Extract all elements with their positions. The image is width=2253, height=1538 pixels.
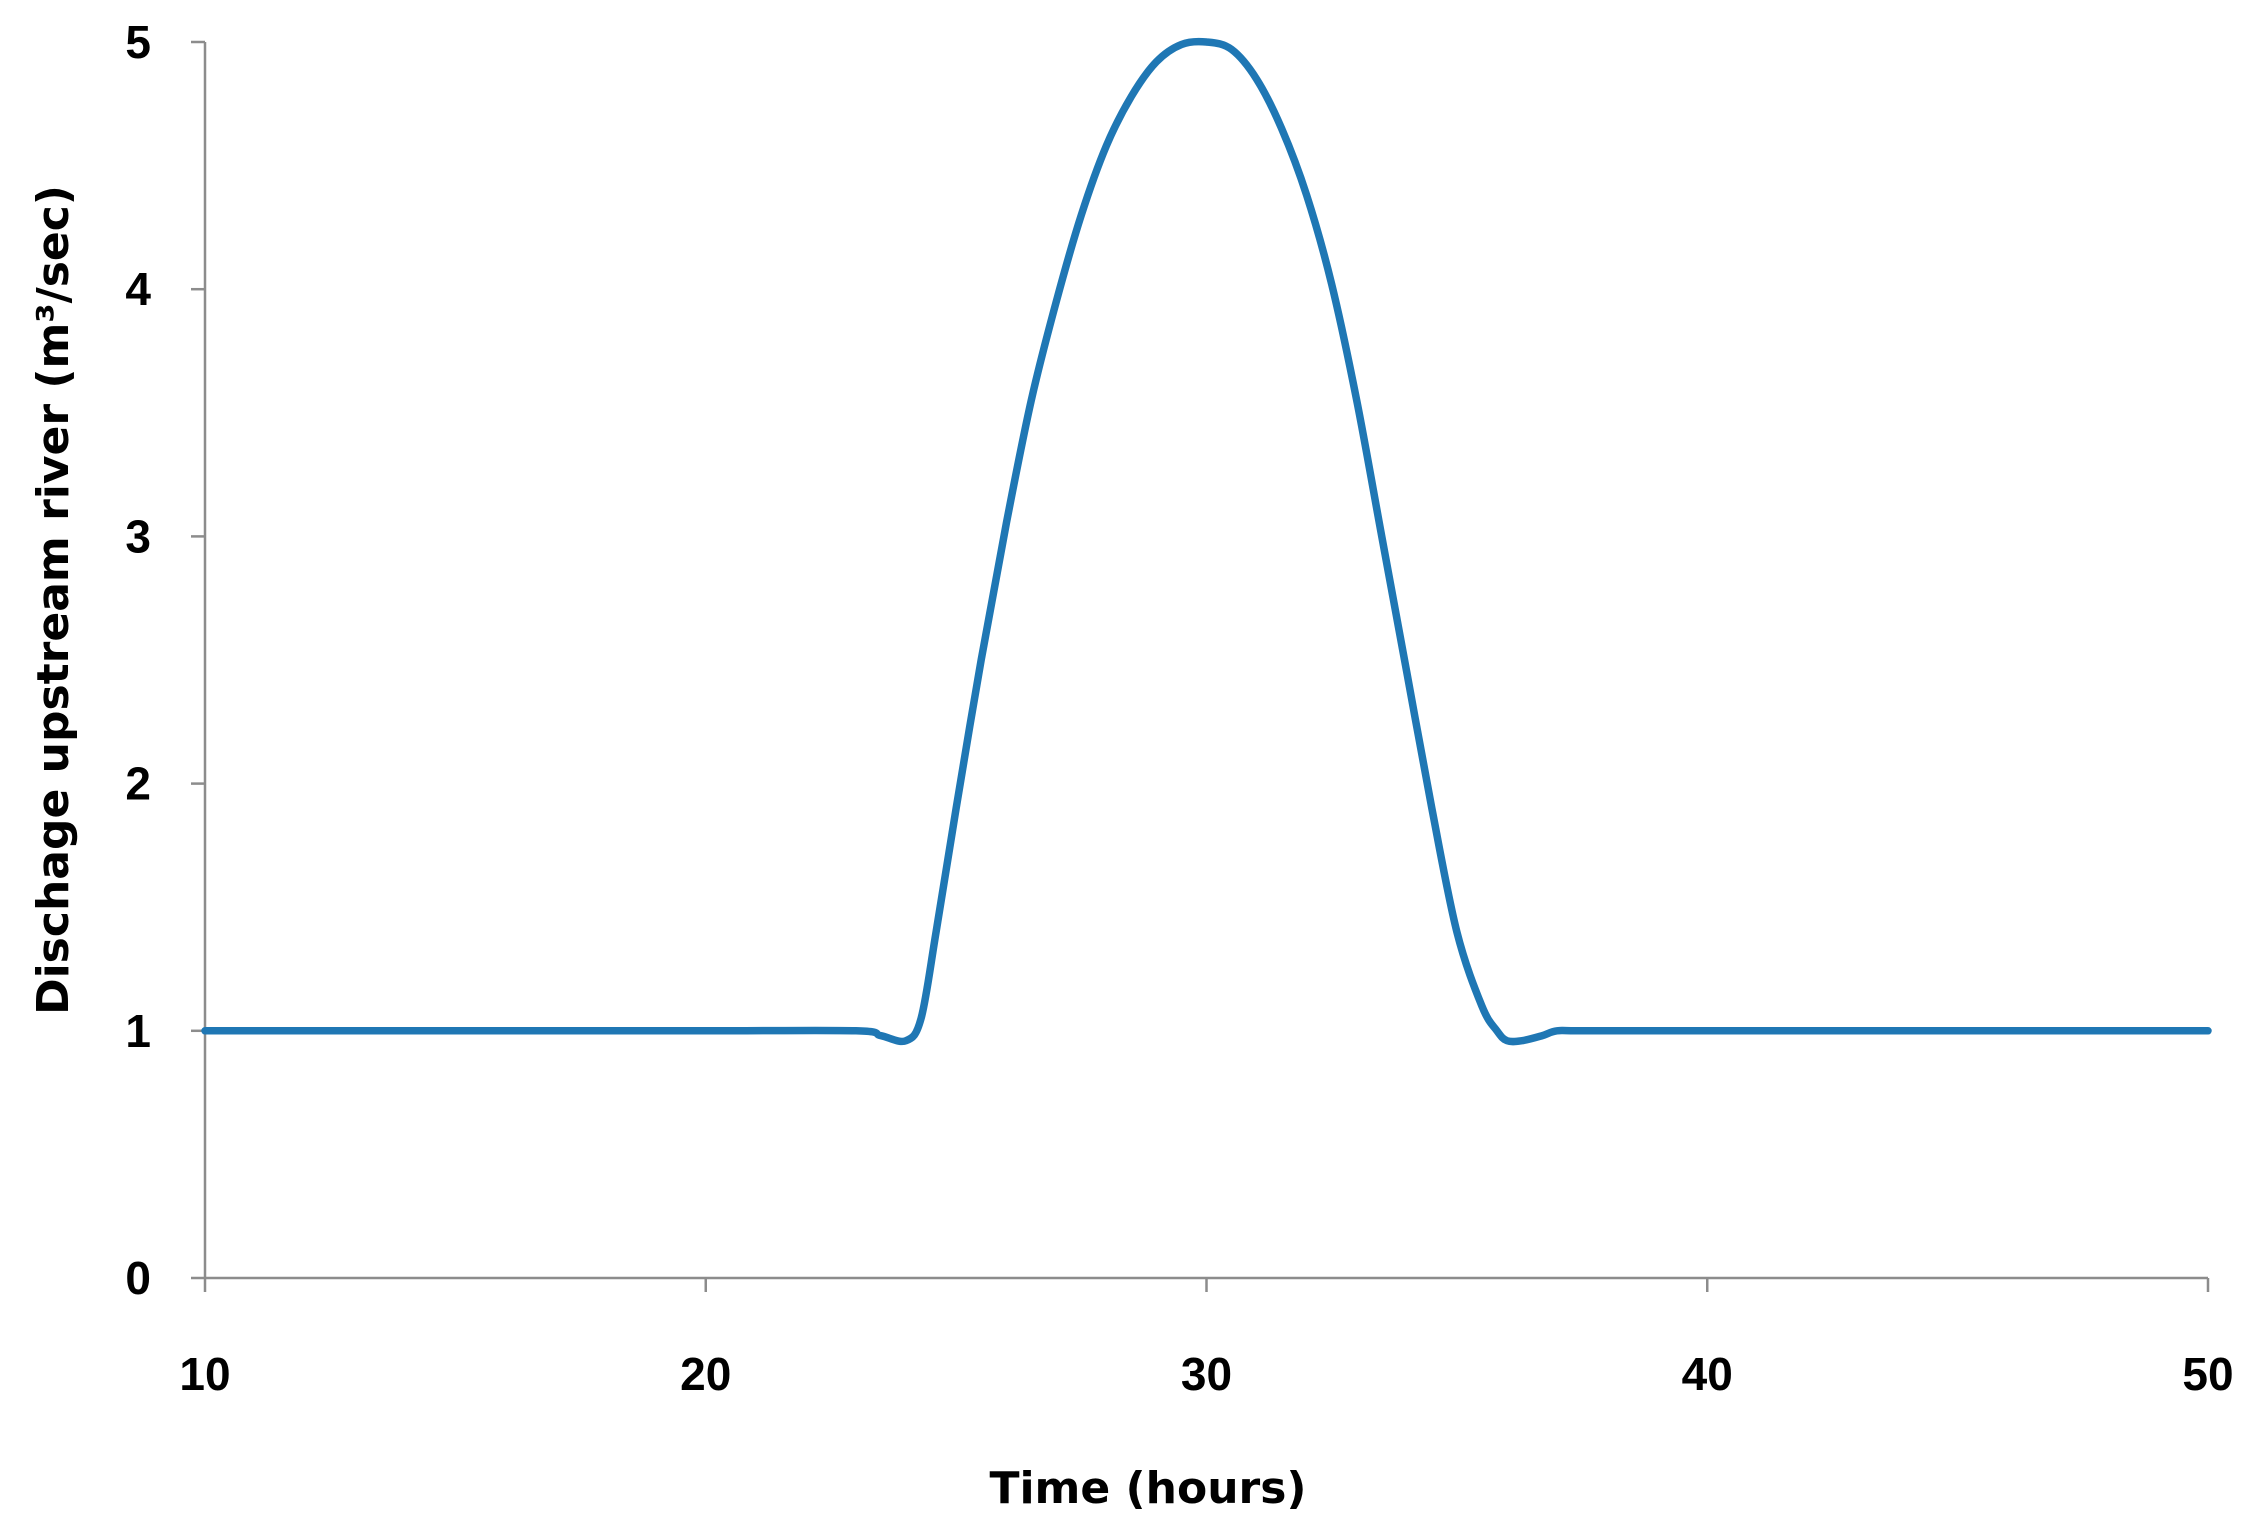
x-tick-label: 10 [179, 1348, 230, 1400]
y-tick-label: 2 [125, 758, 151, 810]
series-layer [201, 37, 2212, 1046]
x-tick-label: 20 [680, 1348, 731, 1400]
y-tick-label: 3 [125, 510, 151, 562]
series-line [201, 37, 2212, 1046]
y-tick-label: 1 [125, 1005, 151, 1057]
y-tick-label: 4 [125, 263, 151, 315]
y-axis-title: Dischage upstream river (m³/sec) [28, 185, 79, 1015]
y-ticks: 0 1 2 3 4 5 [125, 16, 205, 1304]
x-axis-title: Time (hours) [989, 1463, 1306, 1514]
x-ticks: 10 20 30 40 50 [179, 1278, 2234, 1400]
y-tick-label: 5 [125, 16, 151, 68]
x-tick-label: 50 [2182, 1348, 2233, 1400]
y-tick-label: 0 [125, 1252, 151, 1304]
x-tick-label: 30 [1181, 1348, 1232, 1400]
axes [203, 42, 2208, 1280]
x-tick-label: 40 [1682, 1348, 1733, 1400]
